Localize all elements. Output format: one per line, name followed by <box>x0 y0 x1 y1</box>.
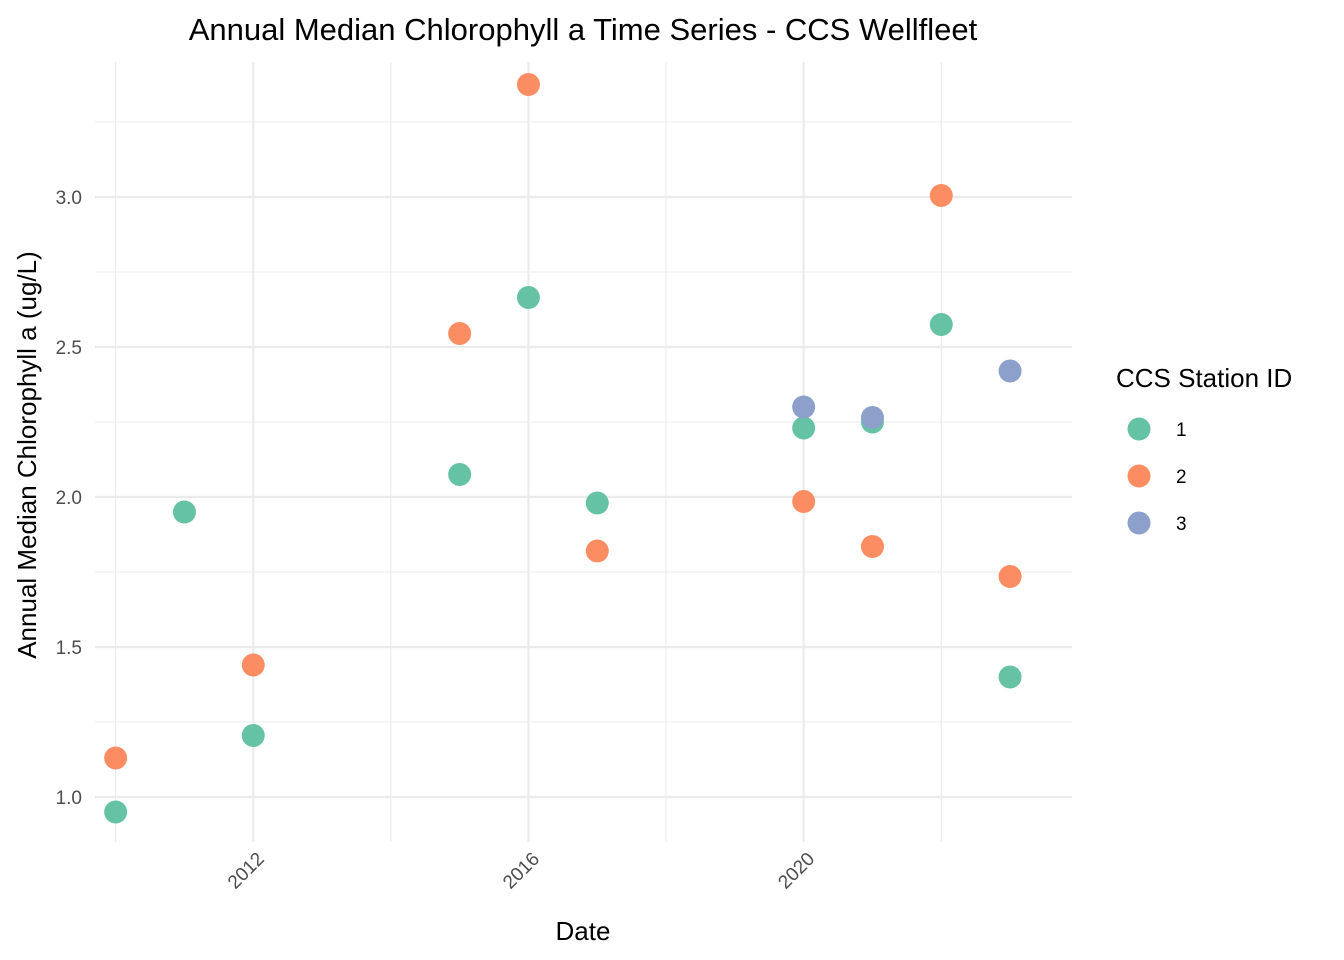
data-point-station-2 <box>998 565 1022 588</box>
legend-label-3: 3 <box>1176 514 1187 535</box>
data-point-station-1 <box>448 463 472 486</box>
data-point-station-2 <box>792 490 816 513</box>
data-point-station-2 <box>585 539 609 563</box>
data-point-station-3 <box>792 395 816 419</box>
data-point-station-1 <box>998 665 1022 689</box>
legend-label-1: 1 <box>1176 420 1187 441</box>
data-point-station-1 <box>172 500 196 524</box>
legend-label-2: 2 <box>1176 467 1187 488</box>
data-point-station-2 <box>860 535 884 558</box>
x-tick-label: 2016 <box>499 849 544 894</box>
data-point-station-2 <box>448 322 472 345</box>
y-axis-title: Annual Median Chlorophyll a (ug/L) <box>12 251 42 659</box>
legend-key-3 <box>1127 511 1151 535</box>
data-points <box>104 73 1022 824</box>
data-point-station-3 <box>998 359 1022 383</box>
legend-key-2 <box>1127 464 1151 488</box>
data-point-station-1 <box>104 800 128 824</box>
y-tick-label: 2.5 <box>56 338 82 359</box>
data-point-station-1 <box>792 416 816 440</box>
x-axis-title: Date <box>556 916 611 946</box>
legend-title: CCS Station ID <box>1116 363 1292 393</box>
x-tick-label: 2012 <box>224 849 269 894</box>
y-tick-label: 2.0 <box>56 488 82 509</box>
legend-items: 1 2 3 <box>1127 417 1187 535</box>
data-point-station-1 <box>241 724 265 747</box>
data-point-station-2 <box>241 653 265 677</box>
y-tick-label: 3.0 <box>56 188 82 209</box>
legend: CCS Station ID 1 2 3 <box>1116 363 1292 535</box>
data-point-station-1 <box>585 491 609 515</box>
y-tick-label: 1.5 <box>56 638 82 659</box>
data-point-station-1 <box>516 286 540 309</box>
y-axis-ticks: 1.0 1.5 2.0 2.5 3.0 <box>56 188 82 809</box>
data-point-station-2 <box>929 184 953 207</box>
grid-lines <box>95 62 1072 842</box>
x-tick-label: 2020 <box>774 849 819 894</box>
data-point-station-3 <box>860 406 884 429</box>
data-point-station-2 <box>516 73 540 96</box>
data-point-station-2 <box>104 746 128 770</box>
y-tick-label: 1.0 <box>56 788 82 809</box>
chart-title: Annual Median Chlorophyll a Time Series … <box>189 12 978 47</box>
legend-key-1 <box>1127 417 1151 441</box>
x-axis-ticks: 2012 2016 2020 <box>224 849 819 894</box>
data-point-station-1 <box>929 313 953 336</box>
